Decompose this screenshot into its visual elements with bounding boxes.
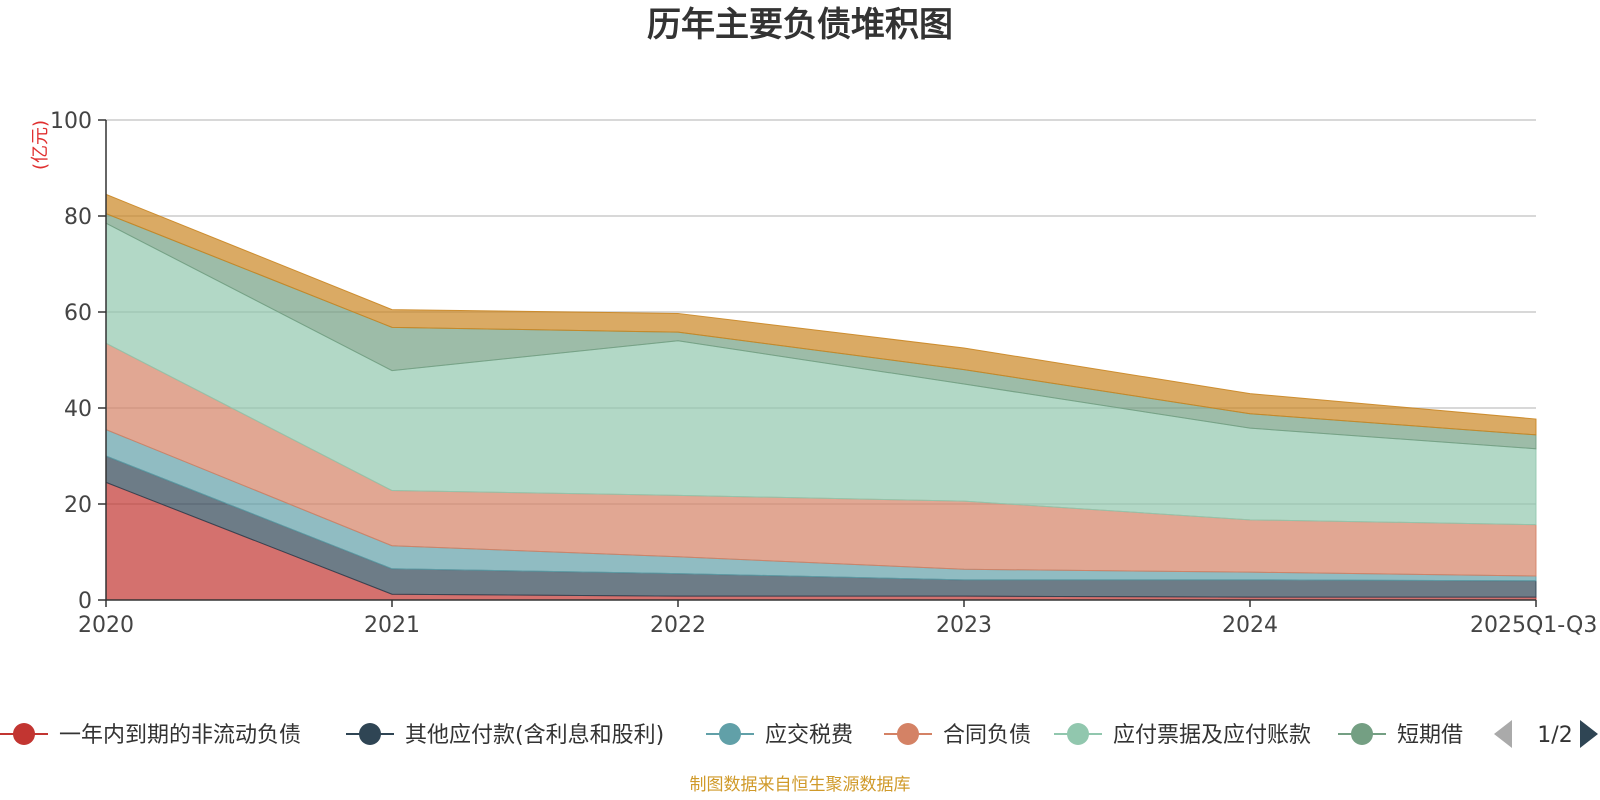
y-tick-label: 20 [64,493,92,518]
legend-page-indicator: 1/2 [1537,723,1572,748]
legend-item[interactable]: 应付票据及应付账款 [1054,723,1311,748]
legend-marker [719,723,741,745]
y-tick-label: 100 [50,109,92,134]
axes: 0 20 40 60 80 100 2020 2021 2022 2023 2024 2025Q1-Q… [50,109,1597,638]
legend-item[interactable]: 其他应付款(含利息和股利) [346,723,664,748]
area-series [105,193,1537,601]
legend-label: 应付票据及应付账款 [1113,723,1311,748]
legend-label: 其他应付款(含利息和股利) [405,723,664,748]
source-note: 制图数据来自恒生聚源数据库 [690,775,911,795]
legend-item[interactable]: 一年内到期的非流动负债 [0,723,301,748]
legend-label: 应交税费 [765,723,853,748]
area-其他 [105,193,1537,436]
legend-marker [359,723,381,745]
legend-label: 短期借 [1397,723,1463,748]
legend-item[interactable]: 短期借 [1338,723,1463,748]
legend-marker [13,723,35,745]
legend-prev-icon[interactable] [1494,720,1512,748]
chart-title: 历年主要负债堆积图 [647,5,953,45]
legend-label: 合同负债 [943,723,1031,748]
x-tick-label: 2024 [1222,613,1278,638]
legend-next-icon[interactable] [1580,720,1598,748]
x-tick-label: 2023 [936,613,992,638]
x-tick-label: 2022 [650,613,706,638]
legend-marker [1351,723,1373,745]
legend-marker [1067,723,1089,745]
x-tick-label: 2021 [364,613,420,638]
y-tick-label: 0 [78,589,92,614]
legend-item[interactable]: 应交税费 [706,723,853,748]
y-tick-label: 40 [64,397,92,422]
legend-item[interactable]: 合同负债 [884,723,1031,748]
x-tick-label: 2025Q1-Q3 [1470,613,1597,638]
legend: 一年内到期的非流动负债 其他应付款(含利息和股利) 应交税费 合同负债 应付票据及应付账… [0,720,1598,748]
y-tick-label: 60 [64,301,92,326]
x-tick-label: 2020 [78,613,134,638]
y-tick-label: 80 [64,205,92,230]
y-axis-unit: (亿元) [30,120,51,170]
legend-label: 一年内到期的非流动负债 [59,723,301,748]
legend-marker [897,723,919,745]
